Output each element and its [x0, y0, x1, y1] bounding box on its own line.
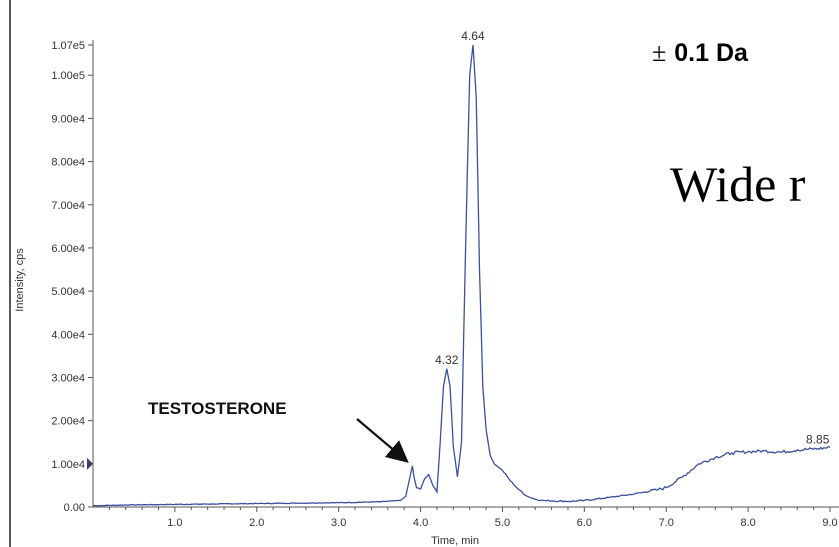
y-tick-label: 1.00e5 [51, 70, 85, 82]
x-tick-label: 5.0 [495, 517, 510, 529]
chart-axes [92, 40, 839, 508]
x-axis-ticks: 1.0 2.0 3.0 4.0 5.0 6.0 7.0 8.0 9.0 [108, 507, 838, 529]
y-tick-label: 6.00e4 [51, 243, 85, 255]
peak-labels: 4.64 4.32 8.85 [435, 29, 830, 447]
y-tick-label: 1.00e4 [51, 459, 85, 471]
plus-minus-symbol: ± [652, 38, 666, 67]
x-tick-label: 9.0 [822, 517, 837, 529]
peak-label: 4.64 [461, 29, 485, 43]
series-line-chromatogram [93, 44, 831, 507]
y-tick-label: 4.00e4 [51, 329, 85, 341]
compound-arrow [356, 418, 409, 463]
y-tick-label: 3.00e4 [51, 372, 85, 384]
y-tick-label: 0.00 [64, 502, 85, 514]
tolerance-text: ± 0.1 Da [652, 38, 749, 67]
peak-label: 4.32 [435, 353, 459, 367]
y-tick-label: 7.00e4 [51, 200, 85, 212]
peak-label: 8.85 [806, 433, 830, 447]
x-tick-label: 3.0 [331, 517, 346, 529]
y-axis-marker-icon [87, 457, 93, 470]
x-tick-label: 6.0 [577, 517, 592, 529]
slide-text: Wide r [670, 156, 806, 212]
x-tick-label: 8.0 [740, 517, 755, 529]
y-tick-label: 8.00e4 [51, 157, 85, 169]
x-tick-label: 2.0 [249, 517, 264, 529]
y-tick-label: 5.00e4 [51, 286, 85, 298]
y-axis-ticks: 0.00 1.00e4 2.00e4 3.00e4 4.00e4 5.00e4 6.00e4… [51, 40, 93, 514]
y-axis-title: Intensity, cps [14, 248, 26, 312]
x-tick-label: 7.0 [659, 517, 674, 529]
compound-label: TESTOSTERONE [148, 399, 287, 418]
y-tick-label: 9.00e4 [51, 113, 85, 125]
x-tick-label: 4.0 [413, 517, 428, 529]
x-axis-title: Time, min [431, 535, 479, 547]
y-tick-label: 2.00e4 [51, 416, 85, 428]
y-tick-label: 1.07e5 [51, 40, 85, 52]
tolerance-value: 0.1 Da [674, 39, 749, 67]
x-tick-label: 1.0 [167, 517, 182, 529]
